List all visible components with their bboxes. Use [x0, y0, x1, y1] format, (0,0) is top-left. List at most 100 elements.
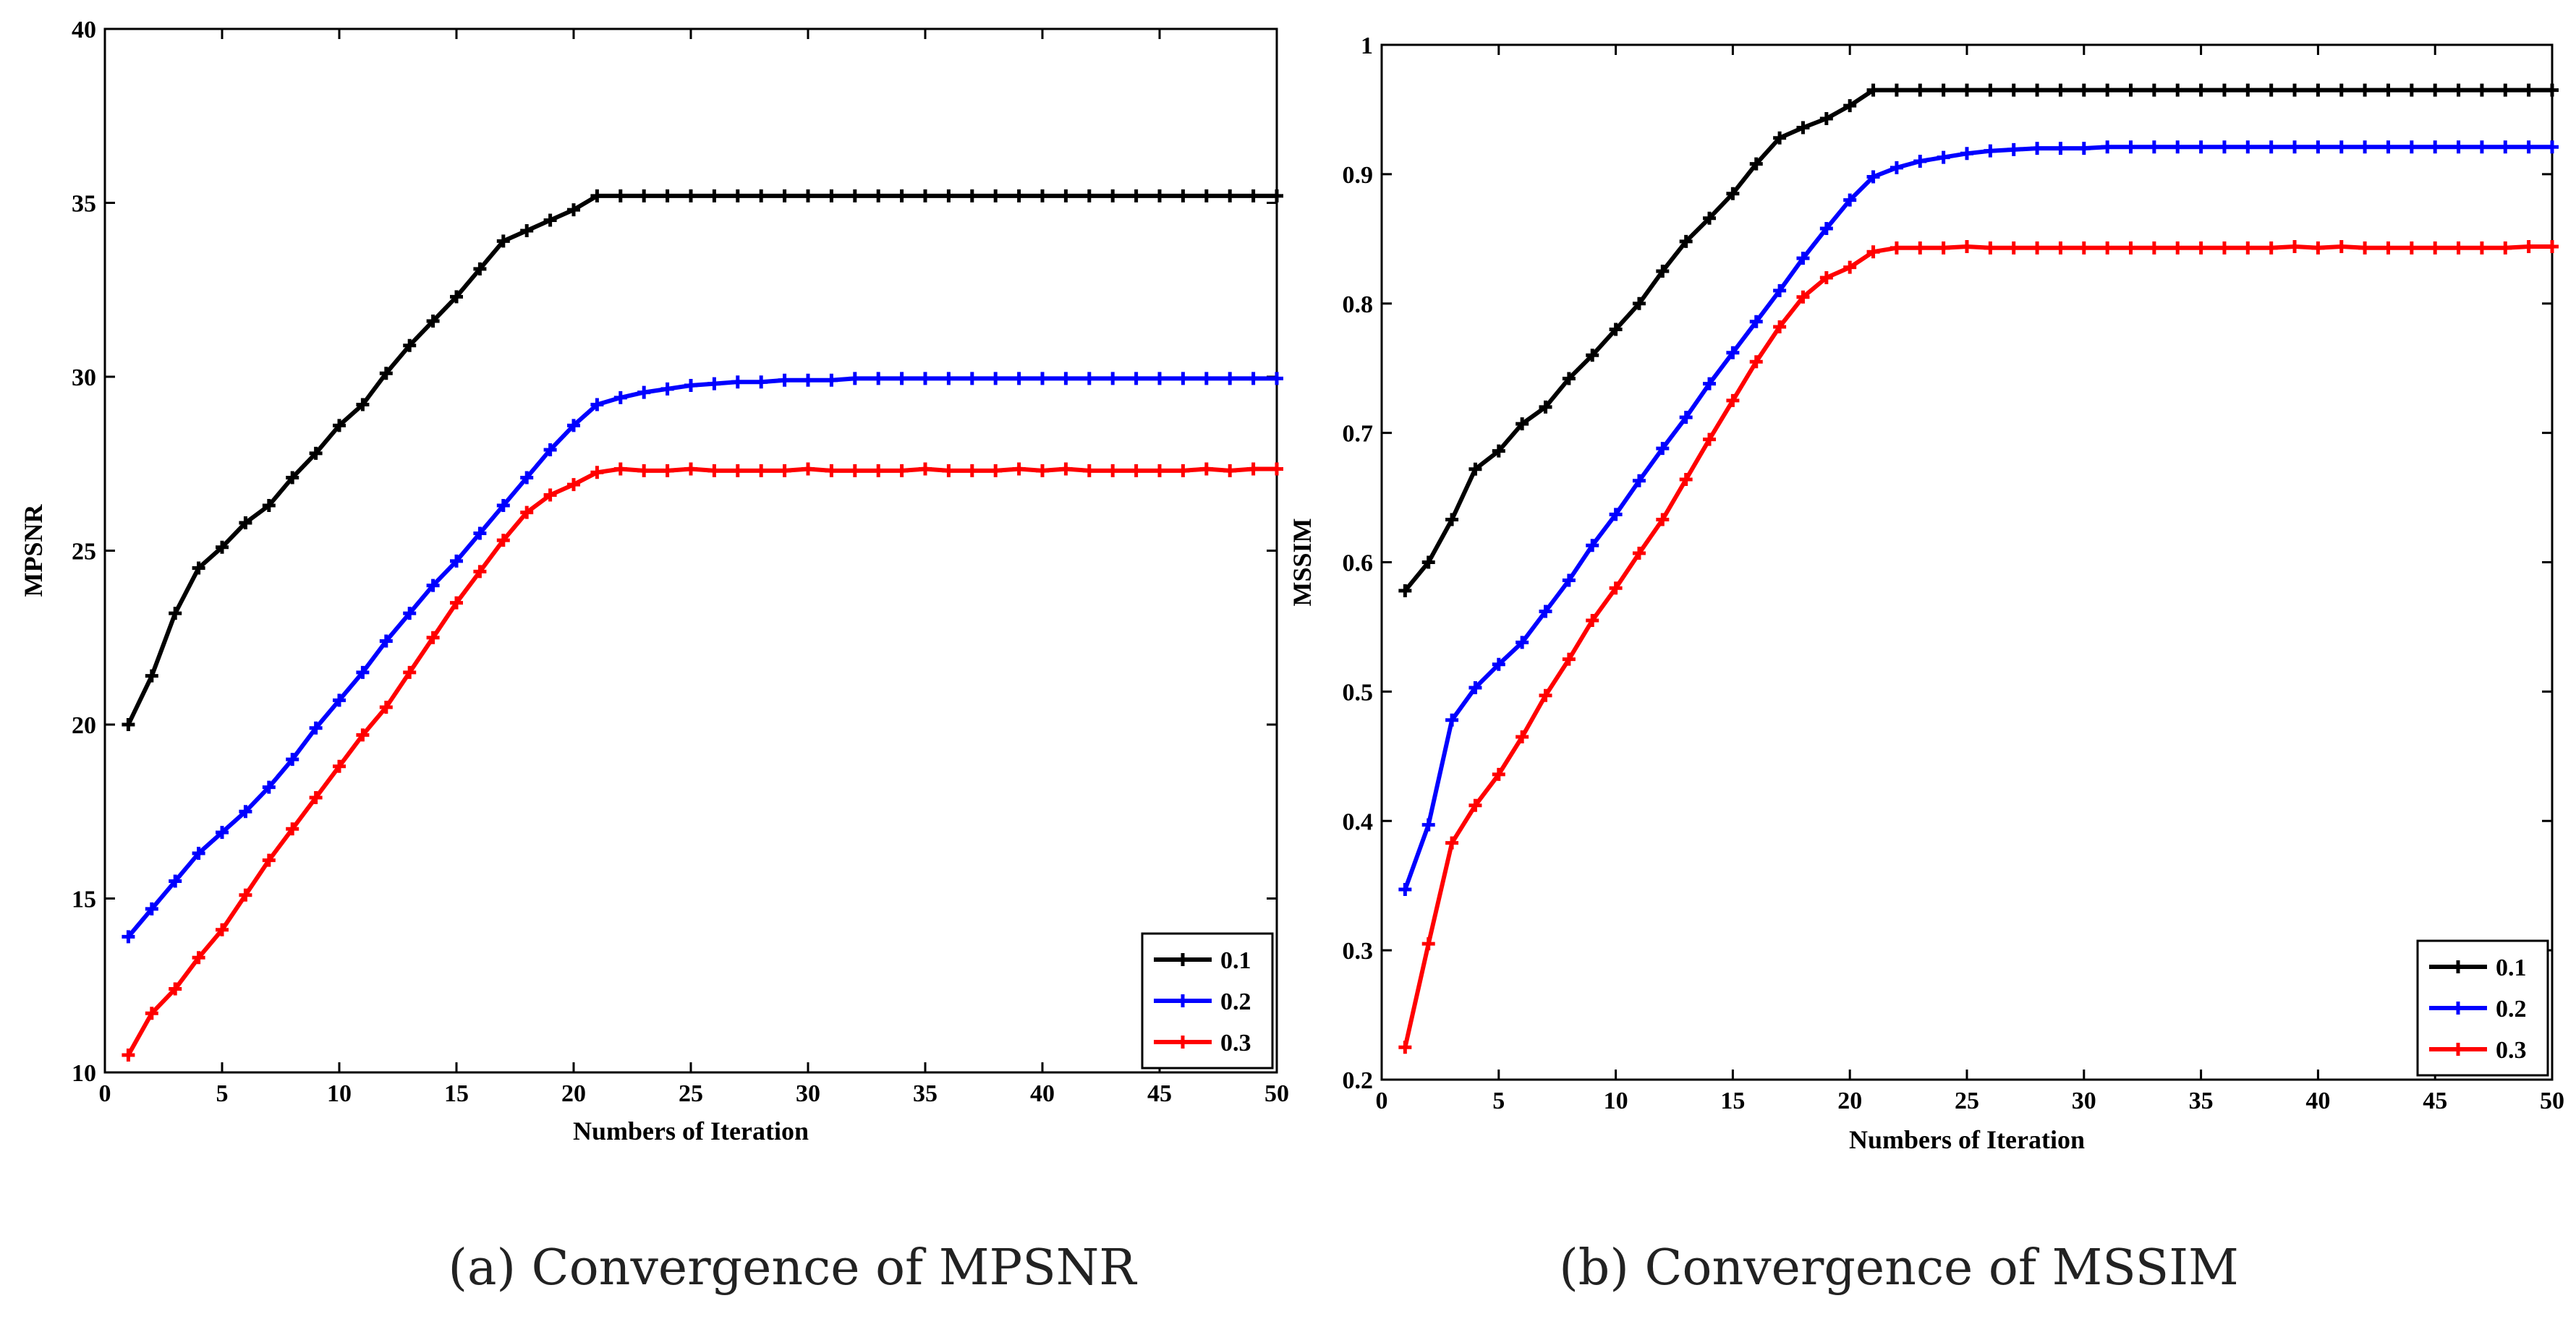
x-tick-label: 45: [2423, 1088, 2447, 1114]
data-point: [613, 462, 627, 476]
legend-marker: [1176, 953, 1189, 966]
series-0.1: [122, 189, 1283, 731]
data-point: [1468, 462, 1482, 476]
data-point: [520, 471, 534, 485]
data-point: [1539, 400, 1552, 414]
data-point: [2147, 241, 2161, 255]
data-point: [872, 372, 885, 385]
x-tick-label: 0: [1376, 1088, 1388, 1114]
data-point: [1176, 189, 1190, 202]
data-point: [2054, 142, 2067, 155]
data-point: [1492, 444, 1505, 458]
data-point: [1866, 245, 1880, 259]
data-point: [2031, 83, 2044, 97]
data-point: [356, 728, 370, 742]
data-point: [2194, 140, 2208, 154]
data-point: [1246, 462, 1260, 476]
data-point: [567, 419, 580, 432]
data-point: [2334, 240, 2348, 254]
data-point: [2171, 83, 2185, 97]
data-point: [1843, 260, 1857, 274]
data-point: [2358, 241, 2372, 255]
data-point: [2499, 241, 2512, 255]
data-point: [1421, 555, 1435, 569]
data-point: [1223, 372, 1237, 385]
data-point: [286, 822, 299, 836]
data-point: [567, 203, 580, 217]
data-point: [1059, 462, 1073, 476]
data-point: [1656, 442, 1670, 456]
data-point: [942, 464, 956, 477]
data-point: [989, 189, 1003, 202]
data-point: [1492, 657, 1505, 671]
data-point: [2077, 241, 2091, 255]
data-point: [825, 373, 838, 387]
data-point: [1176, 372, 1190, 385]
data-point: [1726, 346, 1740, 359]
data-point: [192, 951, 205, 965]
legend-label: 0.1: [1220, 947, 1251, 974]
data-point: [1913, 154, 1927, 168]
data-point: [192, 846, 205, 860]
y-tick-label: 25: [72, 539, 96, 565]
data-point: [286, 471, 299, 485]
data-point: [496, 234, 510, 248]
data-point: [286, 753, 299, 767]
legend-label: 0.1: [2496, 955, 2527, 981]
data-point: [1773, 131, 1787, 145]
data-point: [262, 498, 276, 512]
data-point: [1679, 411, 1693, 424]
data-point: [145, 1007, 158, 1020]
data-point: [1656, 265, 1670, 278]
data-point: [169, 607, 182, 620]
data-point: [356, 398, 370, 411]
data-point: [1246, 372, 1260, 385]
data-point: [1082, 464, 1096, 477]
data-point: [754, 375, 768, 389]
data-point: [216, 923, 229, 936]
data-point: [965, 189, 979, 202]
data-point: [1609, 581, 1623, 595]
data-point: [707, 377, 721, 390]
data-point: [2264, 83, 2278, 97]
data-point: [1773, 283, 1787, 297]
series-0.3: [1398, 240, 2559, 1054]
x-tick-label: 20: [1837, 1088, 1862, 1114]
data-point: [1106, 464, 1120, 477]
data-point: [1199, 462, 1213, 476]
data-point: [426, 631, 440, 644]
legend: 0.1 0.2 0.3: [2416, 939, 2549, 1077]
data-point: [1984, 144, 1997, 158]
data-point: [848, 372, 862, 385]
caption-a: (a) Convergence of MPSNR: [448, 1239, 1137, 1297]
data-point: [919, 189, 932, 202]
data-point: [1082, 189, 1096, 202]
legend-marker: [1176, 1036, 1189, 1049]
data-point: [1796, 290, 1810, 304]
data-point: [2522, 83, 2535, 97]
data-point: [333, 419, 346, 432]
data-point: [637, 385, 651, 399]
data-point: [122, 718, 135, 731]
data-point: [1703, 377, 1717, 390]
data-point: [1726, 187, 1740, 200]
data-point: [1984, 241, 1997, 255]
y-tick-label: 0.7: [1343, 421, 1374, 448]
data-point: [1586, 349, 1599, 362]
y-tick-label: 0.3: [1343, 938, 1374, 965]
data-point: [1270, 372, 1283, 385]
data-point: [1539, 605, 1552, 618]
data-point: [2241, 83, 2255, 97]
data-point: [731, 189, 744, 202]
series-0.1: [1398, 83, 2559, 597]
data-point: [1726, 393, 1740, 407]
data-point: [2217, 241, 2231, 255]
data-point: [802, 373, 815, 387]
x-tick-label: 45: [1147, 1080, 1172, 1107]
data-point: [942, 372, 956, 385]
data-point: [496, 498, 510, 512]
data-point: [379, 700, 393, 714]
data-point: [1679, 473, 1693, 487]
data-point: [1468, 681, 1482, 695]
data-point: [379, 367, 393, 380]
